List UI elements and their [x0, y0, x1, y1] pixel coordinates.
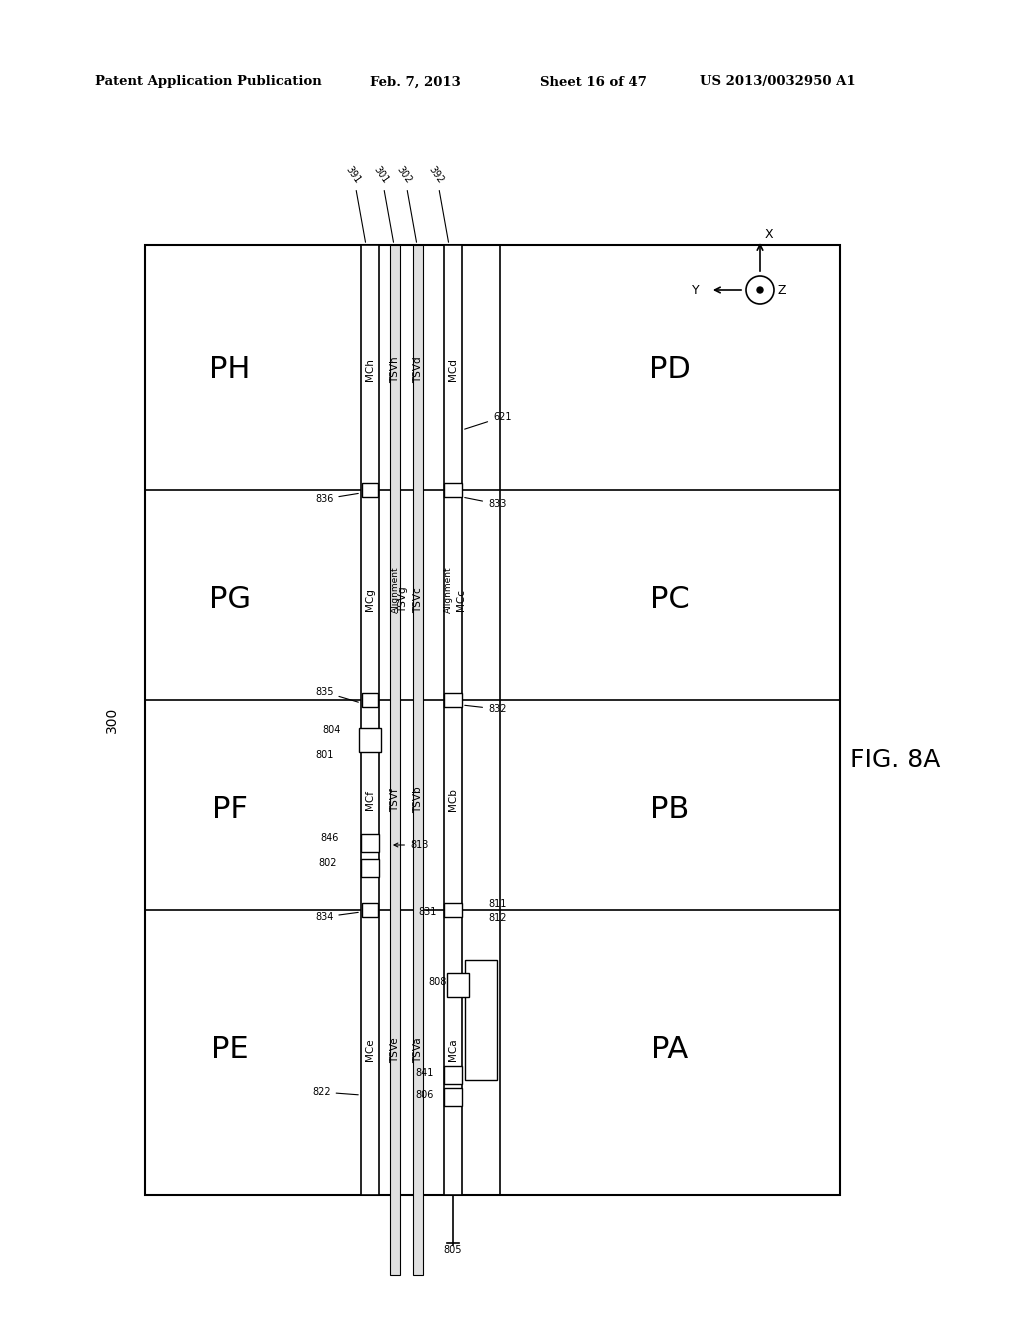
Text: PF: PF [212, 796, 248, 825]
Text: 805: 805 [443, 1245, 462, 1255]
Text: FIG. 8A: FIG. 8A [850, 748, 940, 772]
Bar [444, 246, 462, 1195]
Text: 804: 804 [322, 725, 340, 735]
Text: 832: 832 [465, 704, 507, 714]
Text: MCf: MCf [365, 789, 375, 810]
Bar [362, 483, 378, 498]
Text: 811: 811 [488, 899, 507, 909]
Text: TSVd: TSVd [413, 356, 423, 383]
Bar [447, 973, 469, 997]
Text: 812: 812 [488, 913, 507, 923]
Circle shape [757, 286, 763, 293]
Text: 392: 392 [427, 164, 449, 243]
Text: Alignment: Alignment [390, 566, 399, 614]
Text: TSVb: TSVb [413, 787, 423, 813]
Text: MCa: MCa [449, 1039, 458, 1061]
Text: PD: PD [649, 355, 691, 384]
Text: MCe: MCe [365, 1039, 375, 1061]
Text: 801: 801 [315, 750, 334, 760]
Text: TSVh: TSVh [390, 356, 400, 383]
Text: W: W [366, 735, 375, 744]
Text: 802: 802 [318, 858, 337, 869]
Text: 834: 834 [315, 912, 358, 921]
Text: MCd: MCd [449, 359, 458, 381]
Bar [359, 729, 381, 752]
Text: 302: 302 [395, 164, 417, 243]
Text: R: R [451, 1093, 456, 1101]
Text: 831: 831 [418, 907, 436, 917]
Text: 808: 808 [428, 977, 446, 987]
Text: 813: 813 [394, 840, 428, 850]
Text: MCg: MCg [365, 589, 375, 611]
Text: PA: PA [651, 1035, 688, 1064]
Text: US 2013/0032950 A1: US 2013/0032950 A1 [700, 75, 856, 88]
Text: PG: PG [209, 586, 251, 615]
Bar [390, 246, 400, 1275]
Text: 846: 846 [319, 833, 338, 843]
Bar [145, 246, 840, 1195]
Text: S: S [451, 1071, 456, 1080]
Text: TSVa: TSVa [413, 1038, 423, 1063]
Text: NRQ[A][7:0]: NRQ[A][7:0] [476, 1003, 485, 1057]
Text: Sheet 16 of 47: Sheet 16 of 47 [540, 75, 647, 88]
Text: 822: 822 [312, 1086, 358, 1097]
Bar [361, 859, 379, 876]
Text: S: S [368, 838, 373, 847]
Text: 841: 841 [415, 1068, 433, 1078]
Text: Y: Y [692, 284, 699, 297]
Text: TSVg: TSVg [398, 586, 408, 614]
Text: Feb. 7, 2013: Feb. 7, 2013 [370, 75, 461, 88]
Bar [413, 246, 423, 1275]
Text: PH: PH [209, 355, 251, 384]
Bar [444, 903, 462, 917]
Circle shape [746, 276, 774, 304]
Bar [444, 1067, 462, 1084]
Text: R: R [367, 863, 373, 873]
Text: W: W [454, 981, 463, 990]
Text: MCh: MCh [365, 359, 375, 381]
Bar [362, 693, 378, 708]
Text: Patent Application Publication: Patent Application Publication [95, 75, 322, 88]
Text: PB: PB [650, 796, 689, 825]
Bar [361, 834, 379, 851]
Text: Alignment: Alignment [443, 566, 453, 614]
Bar [465, 960, 497, 1080]
Text: 300: 300 [105, 708, 119, 733]
Text: 301: 301 [372, 164, 393, 243]
Bar [444, 693, 462, 708]
Bar [362, 903, 378, 917]
Bar [444, 483, 462, 498]
Bar [361, 246, 379, 1195]
Text: 835: 835 [315, 686, 358, 702]
Text: TSVf: TSVf [390, 788, 400, 812]
Text: PC: PC [650, 586, 690, 615]
Text: PE: PE [211, 1035, 249, 1064]
Text: 621: 621 [465, 412, 512, 429]
Text: 806: 806 [415, 1090, 433, 1100]
Text: 836: 836 [315, 494, 358, 504]
Bar [444, 1088, 462, 1106]
Text: 833: 833 [465, 498, 507, 510]
Text: Z: Z [778, 284, 786, 297]
Text: TSVc: TSVc [413, 587, 423, 612]
Text: TSVe: TSVe [390, 1038, 400, 1063]
Text: MCb: MCb [449, 788, 458, 812]
Text: X: X [765, 227, 773, 240]
Text: MCc: MCc [456, 589, 466, 611]
Text: 391: 391 [344, 164, 366, 243]
